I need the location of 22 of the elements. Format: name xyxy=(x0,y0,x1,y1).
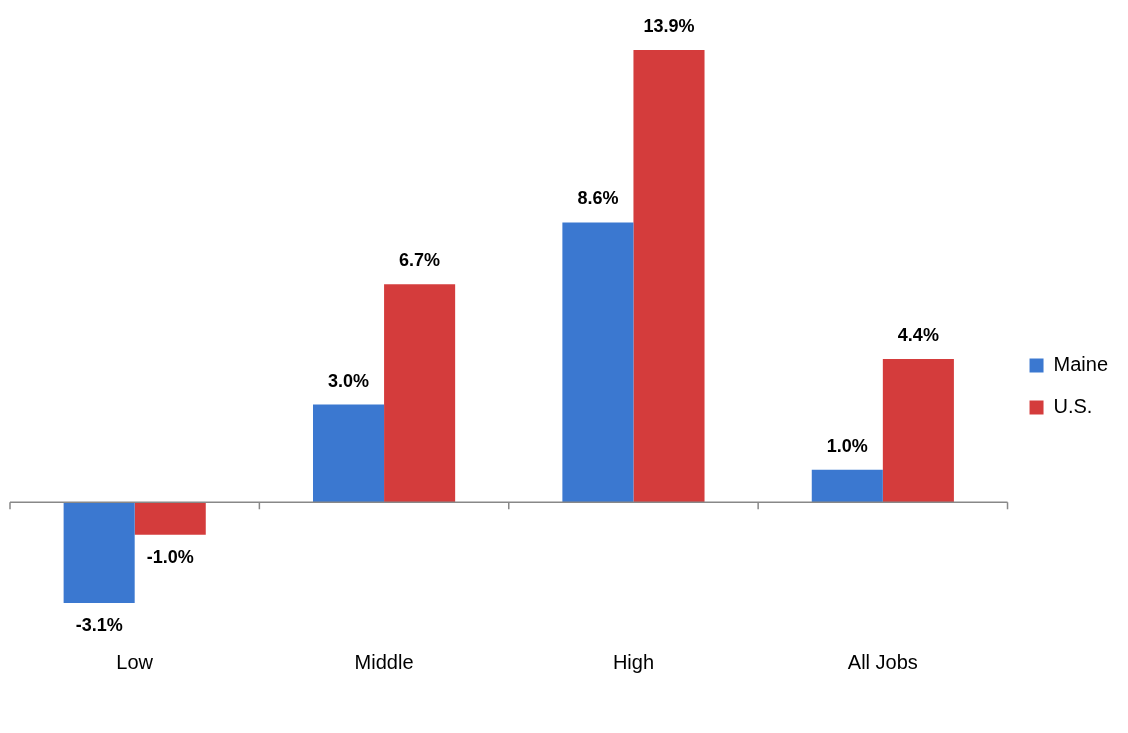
bar xyxy=(384,284,456,503)
bar xyxy=(633,50,705,503)
bar xyxy=(562,222,634,503)
data-label: 3.0% xyxy=(328,370,370,391)
bar xyxy=(134,502,206,535)
data-label: 4.4% xyxy=(897,325,939,345)
data-label: 1.0% xyxy=(826,435,868,456)
legend-label: Maine xyxy=(1053,353,1109,376)
legend-label: U.S. xyxy=(1053,395,1093,418)
x-tick-label: Low xyxy=(116,650,154,673)
data-label: 13.9% xyxy=(643,15,695,36)
bar xyxy=(811,469,883,503)
data-label: 8.6% xyxy=(577,188,619,209)
x-tick-label: Middle xyxy=(354,650,414,673)
bar xyxy=(882,359,954,503)
x-tick-label: High xyxy=(612,650,655,673)
bar xyxy=(63,502,135,603)
bar xyxy=(313,404,385,503)
x-tick-label: All Jobs xyxy=(847,650,918,673)
data-label: -1.0% xyxy=(146,546,194,567)
data-label: -3.1% xyxy=(75,614,123,635)
data-label: 6.7% xyxy=(399,250,441,271)
